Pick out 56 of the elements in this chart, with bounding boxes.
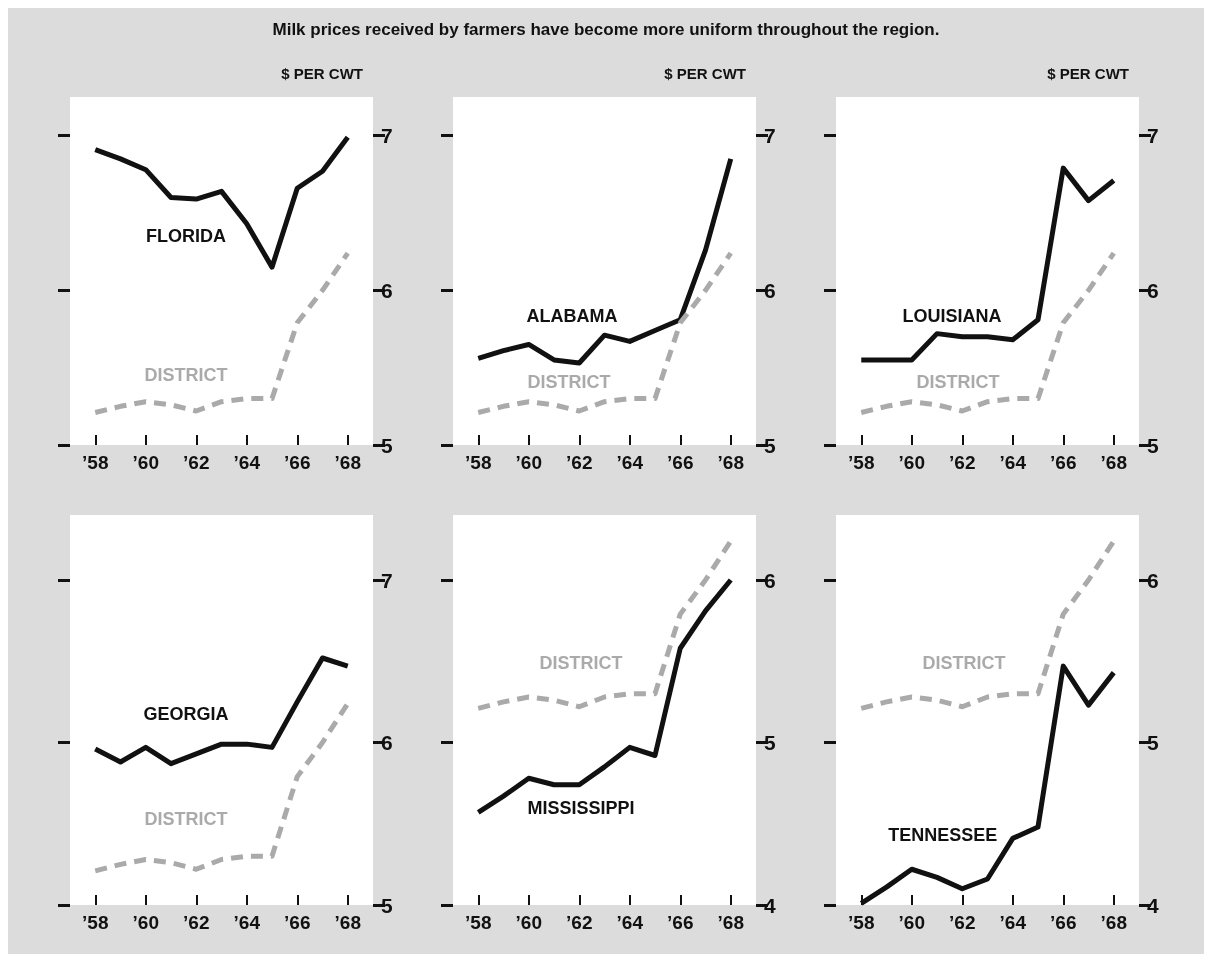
series-label: DISTRICT <box>539 653 623 674</box>
x-tick-label: ’58 <box>465 912 492 933</box>
x-tick-label: ’58 <box>848 912 875 933</box>
y-axis-title: $ PER CWT <box>664 65 746 82</box>
x-tick-label: ’64 <box>616 912 644 933</box>
x-tick-label: ’68 <box>334 452 361 473</box>
y-tick-label: 7 <box>381 124 393 148</box>
x-tick-label: ’60 <box>898 912 925 933</box>
x-tick-label: ’66 <box>667 912 694 933</box>
x-tick-label: ’60 <box>132 912 159 933</box>
x-tick-label: ’58 <box>465 452 492 473</box>
x-tick-label: ’62 <box>949 452 976 473</box>
x-tick-label: ’64 <box>999 452 1027 473</box>
series-label: ALABAMA <box>526 306 618 327</box>
x-tick-label: ’62 <box>183 912 210 933</box>
x-tick-label: ’68 <box>1100 452 1127 473</box>
series-label: MISSISSIPPI <box>527 797 635 818</box>
y-tick-label: 7 <box>381 568 393 592</box>
series-label: DISTRICT <box>144 809 228 830</box>
x-tick-label: ’66 <box>284 912 311 933</box>
x-tick-label: ’62 <box>949 912 976 933</box>
x-tick-label: ’68 <box>1100 912 1127 933</box>
x-tick-label: ’64 <box>233 452 261 473</box>
x-tick-label: ’60 <box>515 452 542 473</box>
x-tick-label: ’68 <box>717 912 744 933</box>
x-tick-label: ’58 <box>82 912 109 933</box>
series-label: DISTRICT <box>916 372 1000 393</box>
x-tick-label: ’64 <box>999 912 1027 933</box>
x-tick-label: ’58 <box>82 452 109 473</box>
series-label: TENNESSEE <box>888 824 998 845</box>
text: Milk prices received by farmers have become more uniform throughout the region. <box>271 19 941 41</box>
series-label: DISTRICT <box>527 372 611 393</box>
series-label: DISTRICT <box>922 653 1006 674</box>
x-tick-label: ’60 <box>132 452 159 473</box>
y-axis-title: $ PER CWT <box>1047 65 1129 82</box>
x-tick-label: ’66 <box>1050 912 1077 933</box>
series-label: GEORGIA <box>143 703 229 724</box>
x-tick-label: ’66 <box>667 452 694 473</box>
series-label: FLORIDA <box>145 226 226 247</box>
y-axis-title: $ PER CWT <box>281 65 363 82</box>
x-tick-label: ’62 <box>566 452 593 473</box>
x-tick-label: ’60 <box>515 912 542 933</box>
x-tick-label: ’62 <box>183 452 210 473</box>
x-tick-label: ’66 <box>1050 452 1077 473</box>
series-label: DISTRICT <box>144 365 228 386</box>
x-tick-label: ’64 <box>233 912 261 933</box>
x-tick-label: ’68 <box>334 912 361 933</box>
series-label: LOUISIANA <box>902 306 1002 327</box>
x-tick-label: ’66 <box>284 452 311 473</box>
x-tick-label: ’64 <box>616 452 644 473</box>
x-tick-label: ’60 <box>898 452 925 473</box>
x-tick-label: ’68 <box>717 452 744 473</box>
y-tick-label: 7 <box>764 124 776 148</box>
x-tick-label: ’62 <box>566 912 593 933</box>
x-tick-label: ’58 <box>848 452 875 473</box>
y-tick-label: 7 <box>1147 124 1159 148</box>
